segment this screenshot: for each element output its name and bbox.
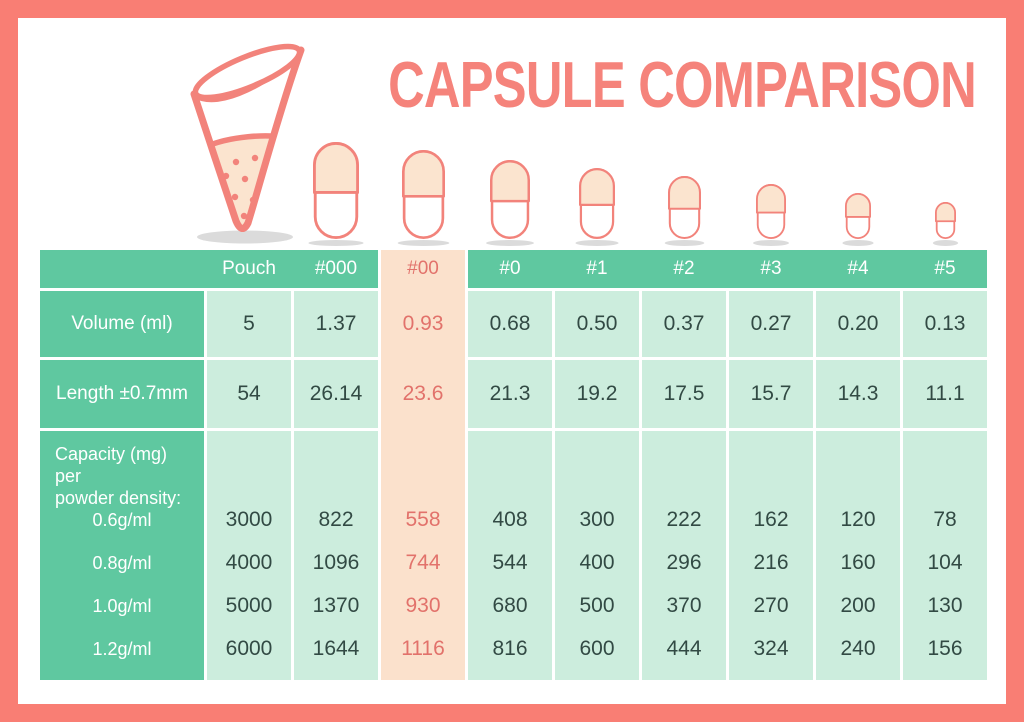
cell-0-6g-ml-0: 408 [492, 508, 528, 531]
capsule-icon-4 [838, 191, 878, 249]
capsule-icon-000 [306, 140, 366, 249]
cell-volume-ml-5: 0.13 [903, 291, 987, 357]
capacity-cell-column-3 [729, 431, 813, 680]
table-header-band-left [40, 250, 378, 288]
pouch-shadow [197, 230, 293, 244]
cell-0-6g-ml-4: 120 [840, 508, 876, 531]
cell-length-0-7mm-1: 19.2 [555, 360, 639, 428]
column-header-0: #0 [499, 258, 521, 279]
capsule-icon-00 [395, 148, 452, 249]
column-header-00: #00 [407, 258, 439, 279]
cell-0-8g-ml-1: 400 [579, 551, 615, 574]
cell-volume-ml-2: 0.37 [642, 291, 726, 357]
capsule-icon-5 [928, 200, 963, 249]
highlight-column-band [381, 250, 465, 680]
row-label-length-0-7mm: Length ±0.7mm [40, 360, 204, 428]
cell-length-0-7mm-00: 23.6 [402, 382, 444, 405]
column-header-3: #3 [760, 258, 782, 279]
cell-1-0g-ml-pouch: 5000 [225, 594, 273, 617]
cell-volume-ml-00: 0.93 [402, 312, 444, 335]
density-row-label-1-0g-ml: 1.0g/ml [92, 595, 152, 616]
cell-volume-ml-000: 1.37 [294, 291, 378, 357]
capacity-cell-column-pouch [207, 431, 291, 680]
cell-1-2g-ml-000: 1644 [312, 637, 360, 660]
cell-0-8g-ml-3: 216 [753, 551, 789, 574]
row-label-volume-ml: Volume (ml) [40, 291, 204, 357]
cell-0-6g-ml-5: 78 [933, 508, 957, 531]
cell-volume-ml-1: 0.50 [555, 291, 639, 357]
column-header-4: #4 [847, 258, 869, 279]
pouch-icon [183, 40, 315, 246]
capsule-icon-2 [661, 174, 708, 249]
cell-1-2g-ml-5: 156 [927, 637, 963, 660]
capacity-label-cell: Capacity (mg) per powder density: 0.6g/ml… [40, 431, 204, 680]
cell-volume-ml-pouch: 5 [207, 291, 291, 357]
cell-volume-ml-4: 0.20 [816, 291, 900, 357]
capacity-cell-column-000 [294, 431, 378, 680]
cell-0-8g-ml-2: 296 [666, 551, 702, 574]
cell-length-0-7mm-4: 14.3 [816, 360, 900, 428]
column-header-2: #2 [673, 258, 695, 279]
cell-1-0g-ml-5: 130 [927, 594, 963, 617]
cell-0-8g-ml-4: 160 [840, 551, 876, 574]
column-header-5: #5 [934, 258, 956, 279]
column-header-1: #1 [586, 258, 608, 279]
cell-1-0g-ml-2: 370 [666, 594, 702, 617]
cell-0-8g-ml-0: 544 [492, 551, 528, 574]
cell-1-2g-ml-2: 444 [666, 637, 702, 660]
density-row-label-1-2g-ml: 1.2g/ml [92, 638, 152, 659]
cell-0-6g-ml-2: 222 [666, 508, 702, 531]
pouch-opening [192, 43, 303, 101]
cell-volume-ml-0: 0.68 [468, 291, 552, 357]
cell-0-8g-ml-pouch: 4000 [225, 551, 273, 574]
capacity-cell-column-4 [816, 431, 900, 680]
cell-1-2g-ml-1: 600 [579, 637, 615, 660]
cell-length-0-7mm-000: 26.14 [294, 360, 378, 428]
capsule-icon-3 [749, 182, 793, 249]
cell-0-8g-ml-000: 1096 [312, 551, 360, 574]
column-header-000: #000 [314, 258, 358, 279]
cell-length-0-7mm-5: 11.1 [903, 360, 987, 428]
density-row-label-0-6g-ml: 0.6g/ml [92, 509, 152, 530]
page-title: CAPSULE COMPARISON [388, 47, 977, 121]
cell-1-2g-ml-3: 324 [753, 637, 789, 660]
cell-1-2g-ml-0: 816 [492, 637, 528, 660]
cell-length-0-7mm-0: 21.3 [468, 360, 552, 428]
cell-0-6g-ml-00: 558 [405, 508, 441, 531]
cell-1-0g-ml-4: 200 [840, 594, 876, 617]
cell-volume-ml-3: 0.27 [729, 291, 813, 357]
cell-1-2g-ml-pouch: 6000 [225, 637, 273, 660]
capacity-cell-column-5 [903, 431, 987, 680]
cell-0-8g-ml-00: 744 [405, 551, 441, 574]
cell-length-0-7mm-2: 17.5 [642, 360, 726, 428]
capacity-cell-column-2 [642, 431, 726, 680]
cell-1-2g-ml-00: 1116 [401, 637, 445, 660]
cell-length-0-7mm-pouch: 54 [207, 360, 291, 428]
column-header-pouch: Pouch [222, 258, 276, 279]
cell-0-6g-ml-3: 162 [753, 508, 789, 531]
cell-1-0g-ml-000: 1370 [312, 594, 360, 617]
capacity-group-label: Capacity (mg) per powder density: [55, 444, 182, 508]
capacity-cell-column-1 [555, 431, 639, 680]
cell-1-0g-ml-3: 270 [753, 594, 789, 617]
cell-0-6g-ml-1: 300 [579, 508, 615, 531]
capacity-cell-column-0 [468, 431, 552, 680]
capsule-icon-1 [572, 166, 622, 249]
cell-0-6g-ml-000: 822 [318, 508, 354, 531]
cell-length-0-7mm-3: 15.7 [729, 360, 813, 428]
cell-1-0g-ml-00: 930 [405, 594, 441, 617]
table-header-band-right [468, 250, 987, 288]
cell-1-2g-ml-4: 240 [840, 637, 876, 660]
cell-0-6g-ml-pouch: 3000 [225, 508, 273, 531]
cell-1-0g-ml-1: 500 [579, 594, 615, 617]
cell-0-8g-ml-5: 104 [927, 551, 963, 574]
capsule-icon-0 [483, 158, 537, 249]
density-row-label-0-8g-ml: 0.8g/ml [92, 552, 152, 573]
cell-1-0g-ml-0: 680 [492, 594, 528, 617]
